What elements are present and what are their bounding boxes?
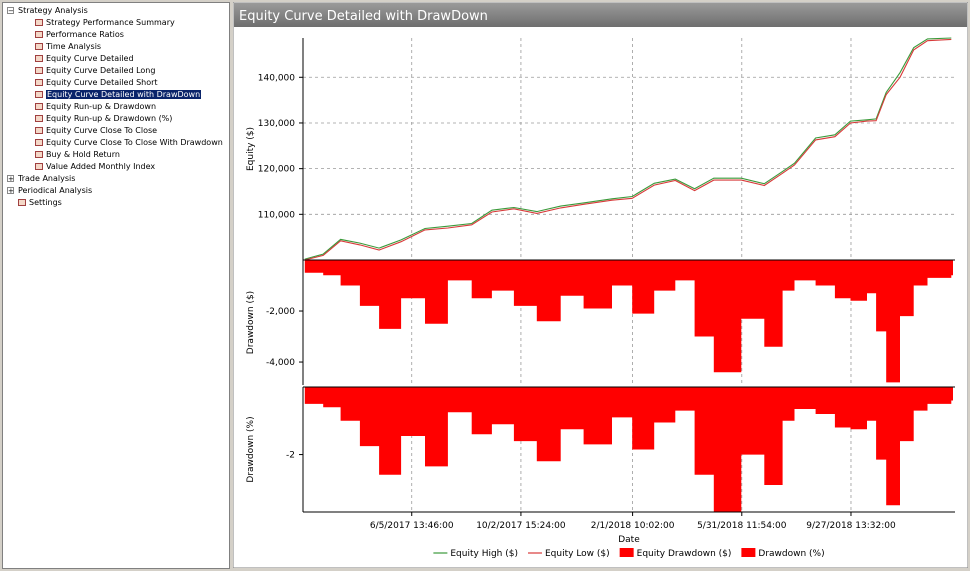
item-label: Settings	[29, 198, 62, 207]
item-label: Equity Curve Detailed	[46, 54, 134, 63]
tree-item[interactable]: Equity Curve Close To Close	[35, 125, 157, 137]
x-tick-label: 10/2/2017 15:24:00	[476, 521, 566, 531]
x-tick-label: 5/31/2018 11:54:00	[697, 521, 787, 531]
item-icon	[35, 55, 43, 62]
item-label: Value Added Monthly Index	[46, 162, 156, 171]
item-icon	[35, 151, 43, 158]
tree-item[interactable]: Equity Curve Close To Close With Drawdow…	[35, 137, 223, 149]
tree-item[interactable]: Value Added Monthly Index	[35, 161, 155, 173]
legend: Equity High ($) Equity Low ($) Equity Draw…	[433, 548, 825, 559]
item-label: Periodical Analysis	[18, 186, 93, 195]
expand-toggle[interactable]: −	[7, 7, 14, 15]
legend-label: Equity High ($)	[450, 549, 518, 559]
tree-item[interactable]: Strategy Performance Summary	[35, 17, 175, 29]
expand-toggle[interactable]: +	[7, 175, 14, 183]
x-axis-label: Date	[618, 535, 640, 545]
y-tick-label: 140,000	[258, 73, 295, 83]
tree-item[interactable]: Equity Curve Detailed Long	[35, 65, 155, 77]
title-bar	[234, 3, 967, 27]
tree-item[interactable]: Equity Run-up & Drawdown	[35, 101, 156, 113]
item-icon	[35, 103, 43, 110]
legend-label: Drawdown (%)	[758, 549, 824, 559]
legend-label: Equity Drawdown ($)	[637, 549, 732, 559]
x-tick-label: 9/27/2018 13:32:00	[806, 521, 896, 531]
x-tick-label: 2/1/2018 10:02:00	[591, 521, 675, 531]
item-icon	[35, 163, 43, 170]
legend-label: Equity Low ($)	[545, 549, 610, 559]
item-icon	[35, 115, 43, 122]
y-tick-label: -2	[286, 451, 295, 461]
item-label: Time Analysis	[46, 42, 102, 51]
tree-item[interactable]: Equity Curve Detailed with DrawDown	[35, 89, 202, 101]
tree-panel: − Strategy Analysis Strategy Performance S…	[2, 2, 230, 569]
item-icon	[35, 67, 43, 74]
series-line	[304, 38, 952, 261]
legend-symbol	[741, 548, 756, 557]
item-label: Equity Curve Detailed Long	[46, 66, 156, 75]
item-label: Equity Run-up & Drawdown (%)	[46, 114, 173, 123]
item-label: Equity Curve Close To Close With Drawdow…	[46, 138, 223, 147]
drawdown-area	[304, 387, 953, 512]
tree-item[interactable]: Equity Run-up & Drawdown (%)	[35, 113, 172, 125]
tree-item[interactable]: Time Analysis	[35, 41, 101, 53]
tree-item[interactable]: − Strategy Analysis	[7, 5, 88, 17]
item-icon	[35, 43, 43, 50]
item-label: Equity Curve Detailed with DrawDown	[46, 90, 202, 99]
item-icon	[35, 31, 43, 38]
tree-item[interactable]: Buy & Hold Return	[35, 149, 120, 161]
item-label: Performance Ratios	[46, 30, 124, 39]
item-label: Strategy Analysis	[18, 6, 88, 15]
item-label: Equity Curve Detailed Short	[46, 78, 158, 87]
legend-symbol	[619, 548, 634, 557]
tree-item[interactable]: Equity Curve Detailed	[35, 53, 134, 65]
tree-item[interactable]: Equity Curve Detailed Short	[35, 77, 158, 89]
tree-item[interactable]: Performance Ratios	[35, 29, 124, 41]
item-icon	[35, 91, 43, 98]
item-icon	[35, 19, 43, 26]
expand-toggle[interactable]: +	[7, 187, 14, 195]
item-label: Buy & Hold Return	[46, 150, 120, 159]
item-label: Trade Analysis	[18, 174, 76, 183]
y-tick-label: 120,000	[258, 165, 295, 175]
series-line	[304, 37, 952, 260]
item-icon	[18, 199, 26, 206]
item-label: Equity Curve Close To Close	[46, 126, 158, 135]
y-tick-label: 130,000	[258, 119, 295, 129]
item-label: Equity Run-up & Drawdown	[46, 102, 157, 111]
item-label: Strategy Performance Summary	[46, 18, 175, 27]
tree-item[interactable]: Settings	[7, 197, 62, 209]
y-axis-label: Drawdown (%)	[246, 416, 256, 482]
y-tick-label: -4,000	[266, 358, 295, 368]
x-tick-label: 6/5/2017 13:46:00	[370, 521, 454, 531]
item-icon	[35, 79, 43, 86]
tree-item[interactable]: + Periodical Analysis	[7, 185, 92, 197]
y-tick-label: 110,000	[258, 210, 295, 220]
item-icon	[35, 139, 43, 146]
y-axis-label: Equity ($)	[246, 127, 256, 171]
tree-item[interactable]: + Trade Analysis	[7, 173, 75, 185]
y-tick-label: -2,000	[266, 307, 295, 317]
item-icon	[35, 127, 43, 134]
drawdown-area	[304, 260, 953, 383]
y-axis-label: Drawdown ($)	[246, 291, 256, 354]
chart-panel: Equity Curve Detailed with DrawDown 110,…	[233, 2, 968, 568]
panel-title: Equity Curve Detailed with DrawDown	[239, 9, 488, 24]
